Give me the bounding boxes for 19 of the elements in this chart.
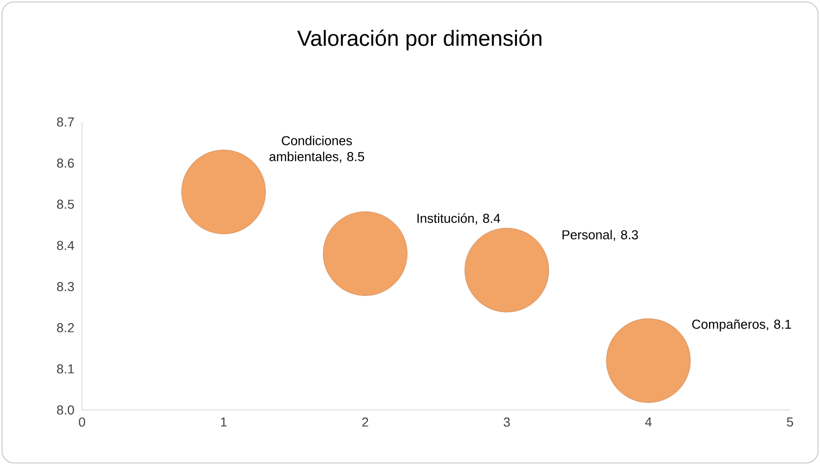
y-tick-label: 8.3	[57, 282, 74, 292]
x-tick-label: 4	[645, 418, 652, 426]
y-tick-label: 8.5	[57, 200, 74, 209]
x-tick-label: 1	[220, 418, 227, 426]
y-tick-label: 8.2	[57, 323, 74, 332]
data-label: Institución, 8.4	[417, 213, 500, 224]
y-tick-label: 8.1	[57, 364, 74, 374]
y-tick-label: 8.4	[57, 240, 74, 250]
x-tick-label: 2	[362, 418, 368, 427]
y-tick-label: 8.7	[57, 117, 74, 127]
data-label: Personal, 8.3	[562, 230, 638, 241]
chart-title: Valoración por dimensión	[297, 30, 542, 50]
x-tick-label: 3	[504, 418, 510, 427]
y-tick-label: 8.0	[57, 405, 74, 415]
data-label: Compañeros, 8.1	[692, 319, 791, 332]
x-tick-label: 0	[78, 418, 86, 427]
x-tick-label: 5	[786, 418, 794, 427]
data-label: Condiciones ambientales, 8.5	[269, 136, 364, 163]
y-tick-label: 8.6	[57, 158, 74, 168]
